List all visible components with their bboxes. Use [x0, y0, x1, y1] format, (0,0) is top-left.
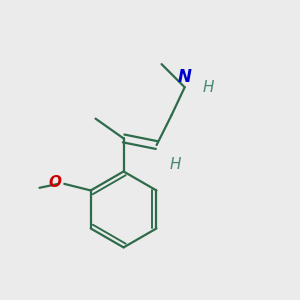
Text: H: H [203, 80, 214, 95]
Text: N: N [178, 68, 192, 85]
Text: O: O [49, 175, 62, 190]
Text: H: H [170, 157, 181, 172]
